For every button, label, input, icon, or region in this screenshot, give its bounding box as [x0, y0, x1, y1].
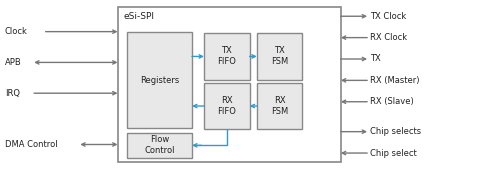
- Text: RX Clock: RX Clock: [370, 33, 407, 42]
- Text: Flow
Control: Flow Control: [144, 135, 175, 155]
- Bar: [257, 33, 302, 80]
- Text: DMA Control: DMA Control: [5, 140, 58, 149]
- Bar: [118, 7, 341, 162]
- Text: RX (Slave): RX (Slave): [370, 97, 413, 106]
- Text: TX: TX: [370, 55, 380, 63]
- Bar: [204, 83, 250, 129]
- Bar: [204, 33, 250, 80]
- Text: Chip select: Chip select: [370, 149, 416, 157]
- Text: APB: APB: [5, 58, 22, 67]
- Text: TX
FIFO: TX FIFO: [217, 46, 236, 67]
- Bar: [127, 133, 192, 158]
- Bar: [257, 83, 302, 129]
- Text: eSi-SPI: eSi-SPI: [123, 12, 155, 21]
- Text: TX Clock: TX Clock: [370, 12, 406, 21]
- Bar: [127, 32, 192, 128]
- Text: RX
FIFO: RX FIFO: [217, 96, 236, 116]
- Text: Chip selects: Chip selects: [370, 127, 421, 136]
- Text: IRQ: IRQ: [5, 89, 20, 98]
- Text: Clock: Clock: [5, 27, 28, 36]
- Text: TX
FSM: TX FSM: [271, 46, 288, 67]
- Text: RX (Master): RX (Master): [370, 76, 419, 85]
- Text: Registers: Registers: [140, 76, 179, 85]
- Text: RX
FSM: RX FSM: [271, 96, 288, 116]
